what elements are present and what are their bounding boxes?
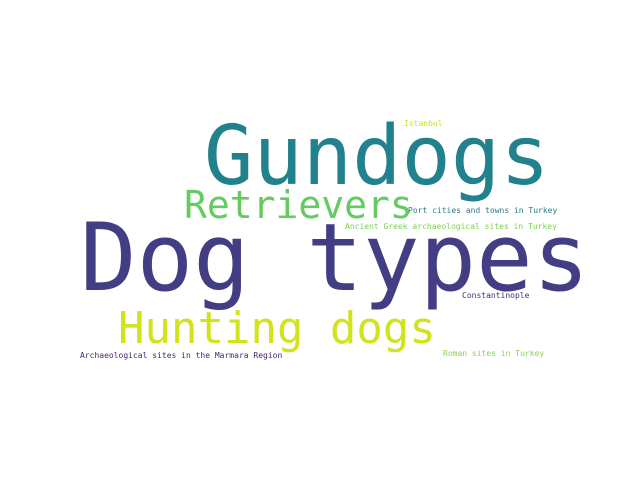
word-constantinople: Constantinople [462,291,530,300]
word-istanbul: Istanbul [404,119,443,128]
word-gundogs: Gundogs [204,109,550,204]
word-ancient-greek-sites: Ancient Greek archaeological sites in Tu… [345,222,557,231]
word-port-cities: Port cities and towns in Turkey [408,206,558,215]
word-dog-types: Dog types [80,204,590,313]
word-hunting-dogs: Hunting dogs [118,303,436,354]
word-retrievers: Retrievers [184,183,413,227]
word-roman-sites: Roman sites in Turkey [443,349,545,358]
word-marmara-sites: Archaeological sites in the Marmara Regi… [80,351,283,360]
